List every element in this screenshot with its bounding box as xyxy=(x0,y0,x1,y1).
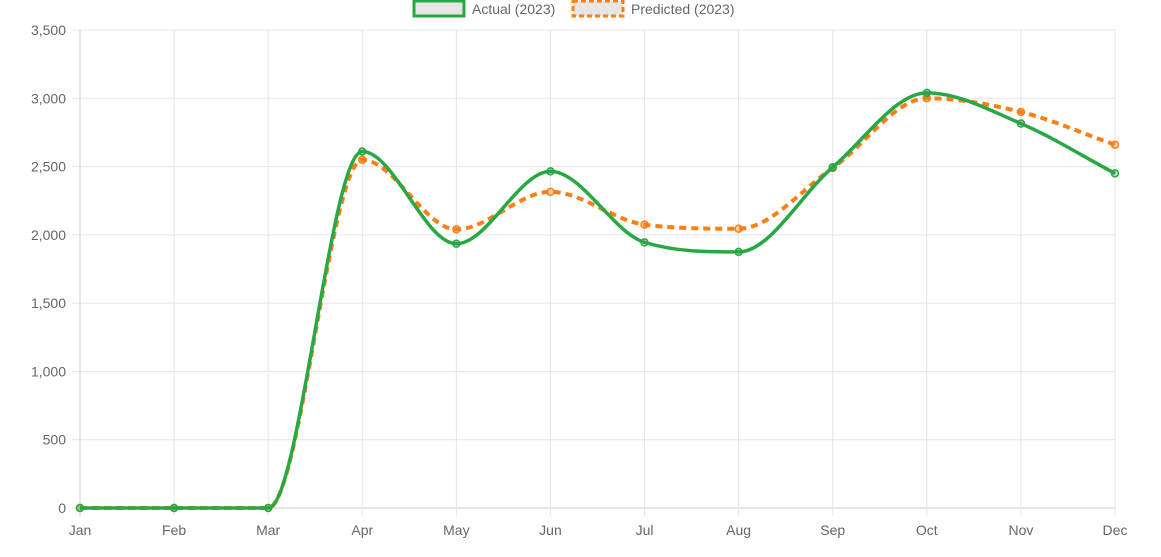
data-point[interactable] xyxy=(734,224,743,233)
legend-label: Predicted (2023) xyxy=(631,1,735,17)
y-tick-label: 1,000 xyxy=(31,363,66,379)
data-point[interactable] xyxy=(640,220,649,229)
y-tick-label: 1,500 xyxy=(31,295,66,311)
legend-swatch xyxy=(412,0,466,18)
data-point[interactable] xyxy=(358,147,367,156)
data-point[interactable] xyxy=(263,503,273,513)
data-point[interactable] xyxy=(452,239,461,248)
x-tick-label: Jul xyxy=(636,522,654,538)
data-point[interactable] xyxy=(546,187,555,197)
grid xyxy=(72,29,1116,516)
x-tick-label: May xyxy=(443,522,469,538)
x-tick-label: Apr xyxy=(351,522,373,538)
data-point[interactable] xyxy=(169,503,179,513)
data-point[interactable] xyxy=(1110,140,1120,149)
data-point[interactable] xyxy=(452,225,461,234)
data-point[interactable] xyxy=(922,88,932,98)
x-tick-label: Jun xyxy=(539,522,562,538)
legend-item[interactable]: Predicted (2023) xyxy=(571,0,735,18)
series-line xyxy=(80,91,1116,510)
series-actual xyxy=(75,88,1120,513)
x-tick-label: Dec xyxy=(1103,522,1128,538)
data-point[interactable] xyxy=(75,503,85,513)
y-tick-label: 2,000 xyxy=(31,227,66,243)
legend-label: Actual (2023) xyxy=(472,1,555,17)
legend: Actual (2023) Predicted (2023) xyxy=(412,0,735,18)
y-tick-label: 2,500 xyxy=(31,159,66,175)
x-tick-label: Nov xyxy=(1008,522,1033,538)
x-tick-label: Feb xyxy=(162,522,186,538)
y-tick-label: 500 xyxy=(43,432,67,448)
legend-swatch xyxy=(571,0,625,18)
y-tick-label: 3,000 xyxy=(31,90,66,106)
y-tick-label: 3,500 xyxy=(31,22,66,38)
x-tick-label: Sep xyxy=(820,522,845,538)
x-tick-label: Mar xyxy=(256,522,280,538)
series-predicted xyxy=(75,94,1120,513)
series xyxy=(75,88,1120,513)
data-point[interactable] xyxy=(1016,119,1026,128)
data-point[interactable] xyxy=(734,247,743,257)
data-point[interactable] xyxy=(828,163,837,172)
axes: 0 500 1,000 1,500 2,000 2,500 3,000 3,500 Jan Feb… xyxy=(31,22,1128,538)
x-tick-label: Oct xyxy=(916,522,938,538)
legend-item[interactable]: Actual (2023) xyxy=(412,0,555,18)
data-point[interactable] xyxy=(358,155,367,164)
x-tick-label: Jan xyxy=(69,522,92,538)
data-point[interactable] xyxy=(640,238,649,247)
y-tick-label: 0 xyxy=(58,500,66,516)
x-tick-label: Aug xyxy=(726,522,751,538)
data-point[interactable] xyxy=(546,167,555,176)
data-point[interactable] xyxy=(1016,107,1026,117)
series-line xyxy=(80,96,1116,511)
data-point[interactable] xyxy=(1110,169,1120,178)
